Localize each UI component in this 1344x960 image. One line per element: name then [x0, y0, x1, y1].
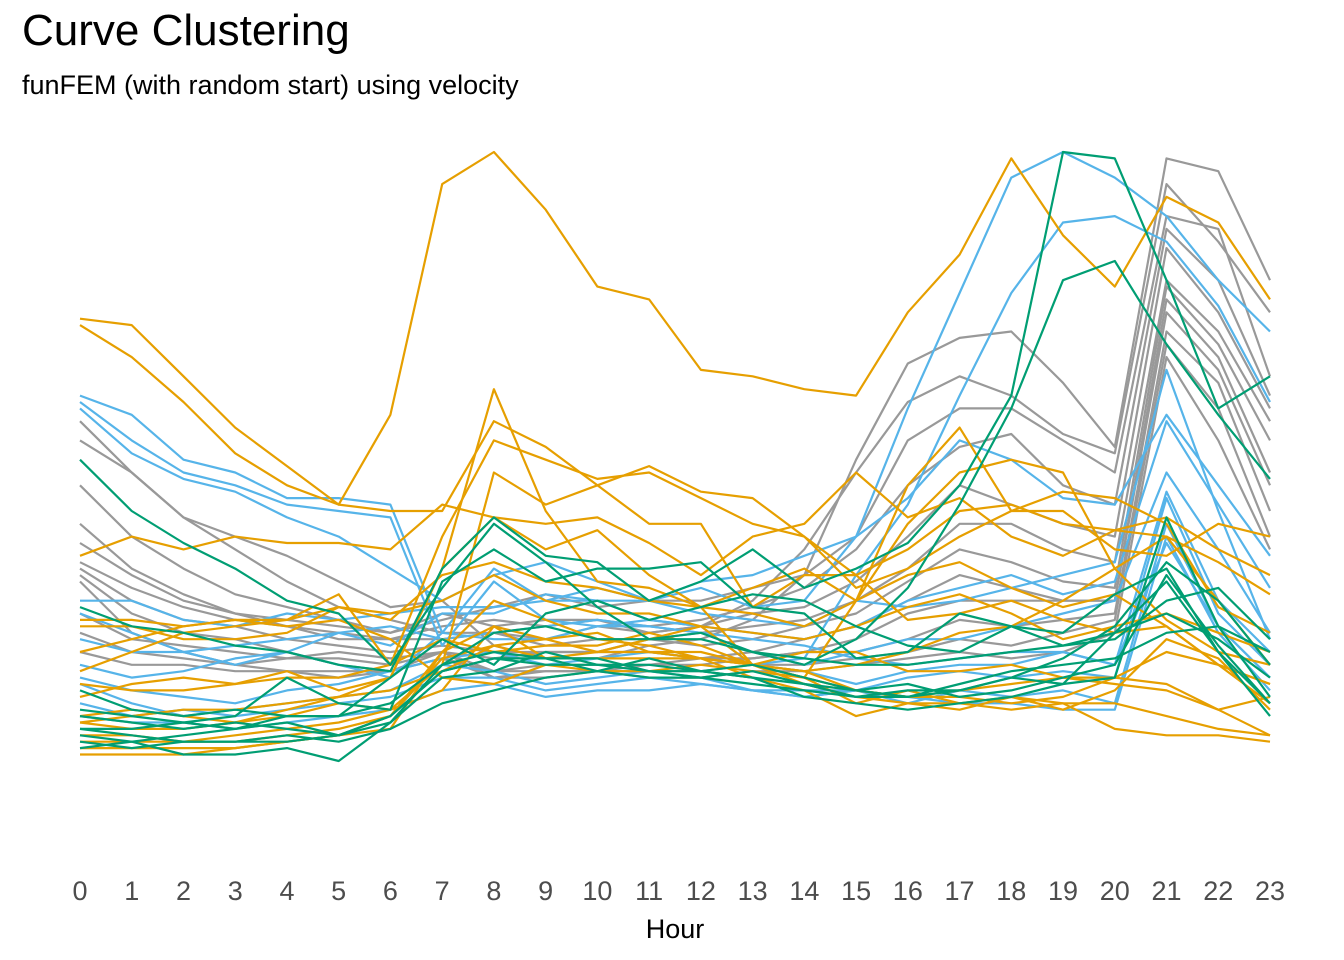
- series-line-41: [79, 247, 1271, 634]
- x-tick-label: 17: [945, 876, 975, 906]
- series-line-12: [79, 471, 1271, 577]
- series-line-15: [79, 573, 1271, 654]
- chart-title: Curve Clustering: [22, 6, 350, 55]
- x-tick-label: 13: [738, 876, 768, 906]
- x-tick-label: 6: [383, 876, 398, 906]
- series-line-43: [79, 285, 1271, 654]
- x-axis-title: Hour: [646, 914, 705, 944]
- x-tick-label: 8: [486, 876, 501, 906]
- series-line-36: [79, 625, 1271, 750]
- series-line-35: [80, 612, 1271, 731]
- x-tick-label: 14: [789, 876, 819, 906]
- series-line-34: [79, 580, 1271, 750]
- x-tick-label: 23: [1255, 876, 1285, 906]
- series-line-31: [79, 516, 1271, 737]
- x-tick-labels: 0 1 2 3 4 5 6 7 8 9 10 11 12 13 14 15 16 17 18 19 20 21 22 23: [72, 876, 1285, 906]
- x-tick-label: 2: [176, 876, 191, 906]
- x-tick-label: 4: [279, 876, 294, 906]
- series-line-39: [79, 215, 1272, 634]
- x-tick-label: 12: [686, 876, 716, 906]
- x-tick-label: 21: [1151, 876, 1181, 906]
- x-tick-label: 5: [331, 876, 346, 906]
- series-line-14: [79, 535, 1271, 724]
- series-line-27: [79, 259, 1271, 666]
- x-tick-label: 19: [1048, 876, 1078, 906]
- series-line-32: [79, 561, 1271, 743]
- series-line-18: [79, 150, 1271, 609]
- series-line-11: [80, 561, 1271, 705]
- x-tick-label: 9: [538, 876, 553, 906]
- series-lines: [79, 150, 1272, 763]
- x-tick-label: 0: [72, 876, 87, 906]
- x-tick-label: 11: [635, 876, 663, 906]
- series-line-28: [79, 150, 1271, 673]
- series-line-3: [79, 388, 1271, 698]
- series-line-38: [79, 183, 1271, 641]
- series-line-26: [80, 368, 1272, 640]
- x-tick-label: 22: [1203, 876, 1233, 906]
- x-tick-label: 7: [435, 876, 450, 906]
- x-tick-label: 20: [1100, 876, 1130, 906]
- x-tick-label: 16: [893, 876, 923, 906]
- x-tick-label: 15: [841, 876, 871, 906]
- x-tick-label: 18: [996, 876, 1026, 906]
- x-tick-label: 3: [228, 876, 243, 906]
- chart-subtitle: funFEM (with random start) using velocit…: [22, 70, 519, 100]
- series-line-1: [79, 324, 1271, 590]
- series-line-40: [79, 227, 1272, 641]
- x-tick-label: 10: [582, 876, 612, 906]
- series-line-0: [79, 150, 1271, 506]
- series-line-30: [79, 567, 1271, 718]
- x-tick-label: 1: [124, 876, 139, 906]
